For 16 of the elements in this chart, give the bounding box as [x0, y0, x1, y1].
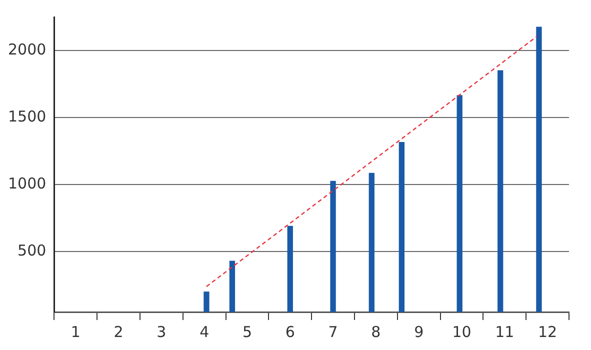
y-tick-label: 1000 — [8, 174, 46, 193]
x-tick-label: 3 — [156, 322, 166, 341]
x-tick-label: 7 — [328, 322, 338, 341]
y-tick-label: 1500 — [8, 107, 46, 126]
y-tick-label: 500 — [18, 242, 46, 260]
x-tick-label: 2 — [114, 322, 124, 341]
x-tick-label: 1 — [70, 322, 80, 341]
x-tick-label: 11 — [495, 322, 514, 341]
x-tick-label: 5 — [242, 322, 252, 341]
x-tick-label: 4 — [200, 322, 210, 341]
x-tick-label: 10 — [452, 322, 472, 341]
y-tick-label: 2000 — [8, 40, 46, 58]
x-tick-label: 6 — [285, 322, 295, 341]
x-tick-label: 9 — [414, 322, 424, 341]
x-tick-label: 8 — [371, 322, 381, 341]
x-tick-label: 12 — [538, 322, 558, 341]
